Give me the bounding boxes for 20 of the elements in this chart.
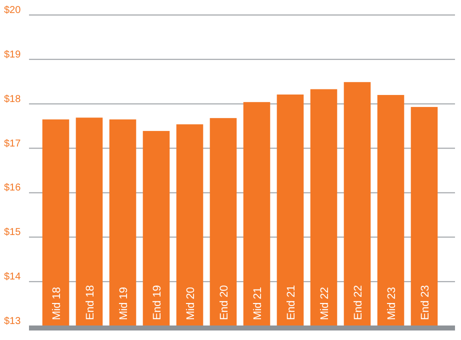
y-tick-label: $19 — [4, 49, 22, 60]
x-tick-label: End 18 — [84, 285, 96, 320]
y-tick-label: $17 — [4, 138, 22, 150]
y-tick-label: $20 — [4, 5, 22, 16]
y-tick-label: $18 — [4, 94, 22, 105]
y-tick-label: $14 — [4, 272, 22, 283]
x-tick-label: End 21 — [285, 285, 298, 320]
y-tick-label: $13 — [4, 316, 22, 327]
x-tick-label: End 22 — [352, 285, 364, 320]
x-tick-label: Mid 23 — [386, 286, 398, 320]
x-tick-label: Mid 20 — [184, 286, 197, 320]
x-tick-label: End 19 — [151, 285, 164, 320]
x-tick-label: Mid 21 — [252, 286, 264, 320]
x-tick-label: Mid 22 — [318, 286, 331, 320]
x-tick-label: Mid 19 — [118, 286, 130, 320]
x-tick-label: End 20 — [218, 285, 230, 320]
x-tick-label: Mid 18 — [50, 286, 63, 320]
y-tick-label: $16 — [4, 182, 22, 194]
y-tick-label: $15 — [4, 227, 22, 238]
x-tick-label: End 23 — [419, 285, 432, 320]
